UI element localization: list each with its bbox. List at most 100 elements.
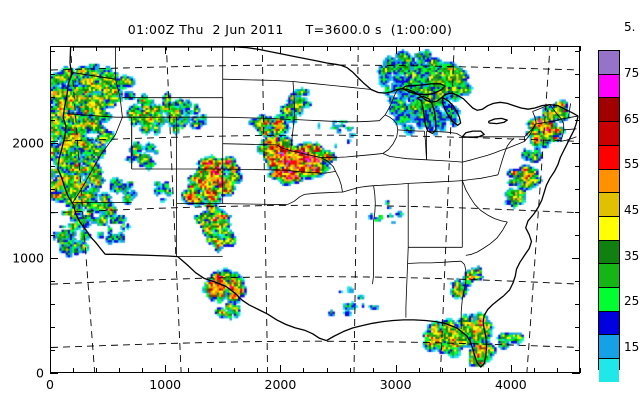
x-axis-tick xyxy=(556,46,558,51)
state-boundary xyxy=(342,185,374,193)
state-boundary xyxy=(524,111,537,138)
state-boundary xyxy=(72,117,123,203)
state-boundary xyxy=(373,183,409,187)
graticule-line xyxy=(51,276,579,285)
x-axis-tick xyxy=(234,46,236,51)
x-axis-tick xyxy=(280,46,282,54)
colorbar-tick-label: 75. xyxy=(624,65,640,80)
state-boundary xyxy=(426,130,463,138)
state-boundary xyxy=(295,171,336,174)
x-axis-tick xyxy=(395,365,397,373)
x-axis-tick xyxy=(510,365,512,373)
state-boundary xyxy=(304,191,343,195)
x-axis-label: 2000 xyxy=(264,377,297,392)
y-axis-tick xyxy=(575,119,580,121)
state-boundary xyxy=(567,103,571,118)
colorbar-band xyxy=(599,216,619,241)
coastline xyxy=(503,115,579,297)
coastline xyxy=(57,47,106,255)
x-axis-tick xyxy=(326,46,328,51)
coastline xyxy=(105,253,327,342)
y-axis-tick xyxy=(575,303,580,305)
graticule-line xyxy=(165,47,182,372)
state-boundary xyxy=(269,118,291,120)
y-axis-tick xyxy=(50,234,55,236)
x-axis-tick xyxy=(580,368,581,373)
graticule-line xyxy=(69,47,96,372)
colorbar-band xyxy=(599,145,619,170)
state-boundary xyxy=(222,168,288,171)
graticule-line xyxy=(51,340,579,348)
x-axis-tick xyxy=(73,46,75,51)
great-lake-outline xyxy=(402,83,446,96)
colorbar[interactable] xyxy=(598,50,620,382)
state-boundary xyxy=(292,81,373,90)
y-axis-tick xyxy=(50,50,55,52)
state-boundary xyxy=(534,118,562,125)
x-axis-tick xyxy=(556,368,558,373)
x-axis-tick xyxy=(211,368,213,373)
y-axis-tick xyxy=(50,188,55,190)
state-boundary xyxy=(294,119,380,123)
x-axis-tick xyxy=(464,46,466,51)
y-axis-tick xyxy=(572,142,580,144)
y-axis-tick xyxy=(50,96,55,98)
coastline xyxy=(326,319,462,342)
great-lake-outline xyxy=(442,97,462,126)
state-boundary xyxy=(292,81,296,120)
graticule-line xyxy=(440,47,455,372)
state-boundary xyxy=(549,104,562,120)
state-boundary xyxy=(379,89,399,121)
state-boundary xyxy=(335,171,343,193)
x-axis-tick xyxy=(142,368,144,373)
x-axis-tick xyxy=(234,368,236,373)
y-axis-tick xyxy=(575,73,580,75)
state-boundary xyxy=(222,78,273,81)
state-boundary xyxy=(373,185,376,221)
y-axis-label: 2000 xyxy=(12,135,44,151)
x-axis-tick xyxy=(326,368,328,373)
x-axis-label: 4000 xyxy=(494,377,527,392)
state-boundary xyxy=(461,180,508,223)
state-boundary xyxy=(67,113,116,118)
colorbar-band xyxy=(599,359,619,382)
state-boundary xyxy=(272,80,294,82)
state-boundary xyxy=(320,157,336,172)
state-boundary xyxy=(407,260,462,264)
y-axis-tick xyxy=(575,280,580,282)
colorbar-band xyxy=(599,193,619,217)
colorbar-tick-label: 25. xyxy=(624,294,640,309)
x-axis-tick xyxy=(119,368,121,373)
y-axis-tick xyxy=(50,280,55,282)
x-axis-tick xyxy=(50,46,51,54)
y-axis-tick xyxy=(575,96,580,98)
state-boundary xyxy=(222,203,288,206)
x-axis-tick xyxy=(487,46,489,51)
state-boundary xyxy=(287,169,296,172)
colorbar-band xyxy=(599,288,619,312)
x-axis-tick xyxy=(257,368,259,373)
graticule-line xyxy=(51,134,579,142)
x-axis-tick xyxy=(533,46,535,51)
coastline xyxy=(235,47,579,117)
state-boundary xyxy=(408,180,463,184)
x-axis-tick xyxy=(188,368,190,373)
state-boundary xyxy=(561,115,579,120)
state-boundary xyxy=(462,174,499,181)
colorbar-band xyxy=(599,264,619,289)
x-axis-tick xyxy=(257,46,259,51)
x-axis-tick xyxy=(142,46,144,51)
map-plot-area[interactable] xyxy=(50,46,580,373)
colorbar-band xyxy=(599,98,619,123)
colorbar-tick-label: 65. xyxy=(624,111,640,126)
great-lake-outline xyxy=(416,95,437,135)
plot-title: 01:00Z Thu 2 Jun 2011 T=3600.0 s (1:00:0… xyxy=(127,22,453,37)
x-axis-tick xyxy=(533,368,535,373)
x-axis-label: 0 xyxy=(46,377,54,392)
x-axis-tick xyxy=(349,368,351,373)
y-axis-tick xyxy=(575,349,580,351)
x-axis-tick xyxy=(280,365,282,373)
y-axis-label: 1000 xyxy=(12,250,44,266)
y-axis-tick xyxy=(50,142,58,144)
